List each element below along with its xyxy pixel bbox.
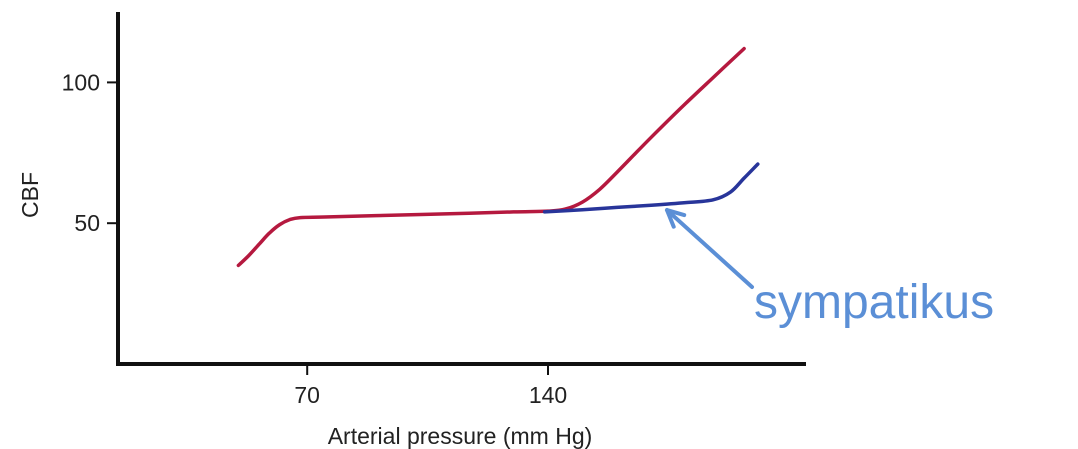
annotation-arrowhead [665,208,687,229]
series [236,46,760,268]
series-line-1 [236,46,746,268]
annotations: sympatikus [664,208,994,329]
y-tick-label: 100 [62,69,100,95]
series-line-2 [542,162,760,214]
y-tick-label: 50 [74,210,100,236]
x-tick-label: 140 [529,382,567,408]
annotation-arrow [664,208,754,289]
annotation-label: sympatikus [754,276,994,329]
y-axis-label: CBF [17,172,43,218]
x-axis-label: Arterial pressure (mm Hg) [328,423,593,449]
ticks: 70 140 100 50 [62,69,568,408]
x-tick-label: 70 [294,382,320,408]
axes [116,12,806,366]
